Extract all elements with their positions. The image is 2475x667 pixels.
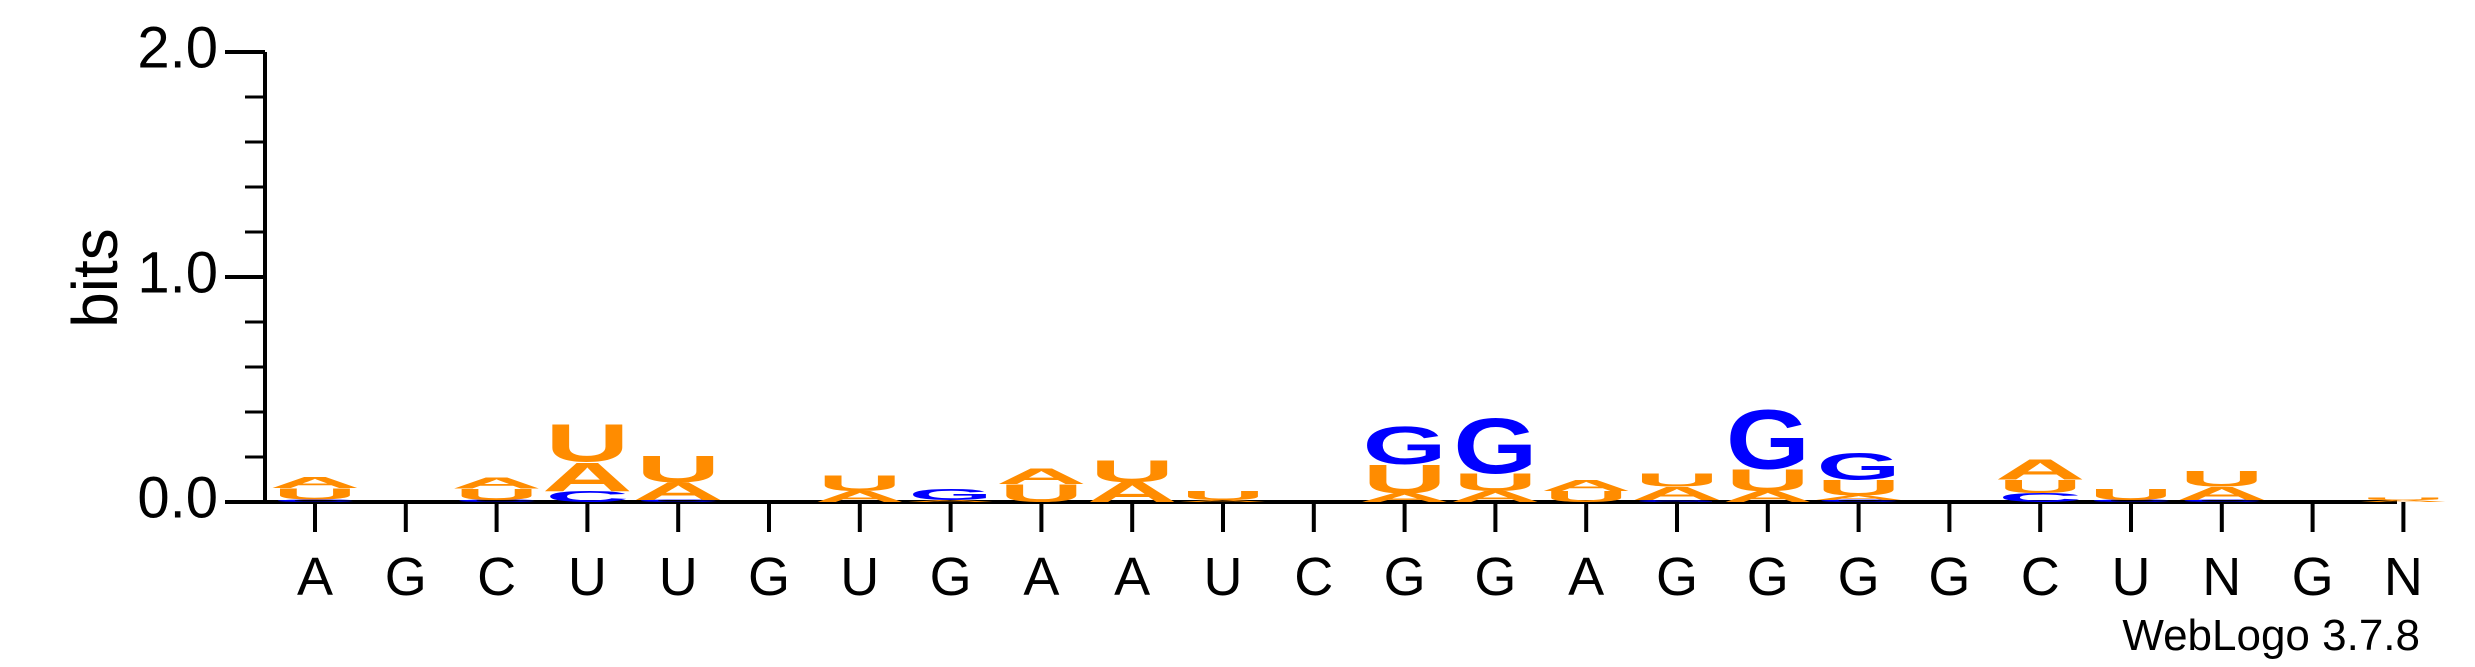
x-tick-label: G (2292, 547, 2334, 607)
x-tick-label: G (1474, 547, 1516, 607)
logo-letter-C: C (455, 499, 539, 502)
y-tick-label: 1.0 (137, 240, 218, 305)
x-tick-label: A (1023, 547, 1059, 607)
logo-letter-U: U (1363, 456, 1447, 501)
x-tick-label: U (1204, 547, 1243, 607)
x-tick-label: N (2384, 547, 2423, 607)
x-tick-label: N (2202, 547, 2241, 607)
logo-letter-A: A (1722, 488, 1813, 506)
logo-letter-A: A (996, 464, 1087, 489)
y-axis-label: bits (59, 228, 131, 328)
logo-letter-C: C (1817, 499, 1901, 502)
logo-letter-U: U (1090, 454, 1174, 489)
logo-letter-A: A (1813, 494, 1904, 501)
logo-letter-U: U (2361, 497, 2445, 500)
logo-letter-C: C (2180, 499, 2264, 502)
logo-letter-A: A (1541, 477, 1632, 495)
logo-letter-U: U (1998, 476, 2082, 497)
logo-letter-C: C (2089, 499, 2173, 502)
logo-letter-U: U (2089, 486, 2173, 504)
logo-letter-A: A (2176, 483, 2267, 504)
logo-letter-G: G (1635, 499, 1719, 502)
logo-letter-G: G (1363, 416, 1447, 476)
x-tick-label: U (568, 547, 607, 607)
logo-letter-A: A (1087, 477, 1178, 509)
x-tick-label: G (748, 547, 790, 607)
logo-letter-U: U (545, 414, 629, 474)
logo-letter-A: A (1450, 488, 1541, 506)
logo-letter-U: U (636, 448, 720, 490)
logo-letter-U: U (1817, 475, 1901, 500)
y-tick-labels: 0.0 1.0 2.0 (137, 15, 218, 530)
logo-letter-A: A (905, 499, 996, 503)
x-tick-label: C (1294, 547, 1333, 607)
logo-letter-G: G (1453, 403, 1537, 490)
logo-letter-U: U (1181, 488, 1265, 502)
x-tick-label: A (1114, 547, 1150, 607)
y-tick-label: 2.0 (137, 15, 218, 80)
weblogo-credit: WebLogo 3.7.8 (2122, 611, 2420, 660)
logo-letter-U: U (1635, 469, 1719, 490)
logo-letter-A: A (2358, 499, 2449, 503)
logo-letter-A: A (814, 488, 905, 506)
y-tick-label: 0.0 (137, 465, 218, 530)
logo-letter-A: A (270, 474, 361, 492)
y-ticks (225, 50, 265, 504)
logo-letter-G: G (909, 486, 993, 504)
logo-letter-U: U (455, 486, 539, 504)
x-tick-label: G (1928, 547, 1970, 607)
x-tick-label: G (930, 547, 972, 607)
x-tick-label: A (297, 547, 333, 607)
logo-letter-U: U (999, 479, 1083, 507)
x-tick-label: U (659, 547, 698, 607)
logo-letter-A: A (1995, 454, 2086, 486)
logo-letter-A: A (633, 477, 724, 505)
logo-letter-A: A (1632, 483, 1723, 504)
logo-letter-U: U (2180, 466, 2264, 491)
logo-letter-A: A (542, 454, 633, 500)
logo-letter-U: U (1726, 463, 1810, 498)
logo-letter-G: G (1817, 446, 1901, 488)
x-tick-label: G (1838, 547, 1880, 607)
x-tick-label: G (385, 547, 427, 607)
logo-letter-U: U (818, 471, 902, 496)
x-tick-label: G (1384, 547, 1426, 607)
logo-letter-G: G (1726, 391, 1810, 486)
logo-letter-U: U (1453, 468, 1537, 496)
x-tick-label: A (1568, 547, 1604, 607)
x-ticks (313, 502, 2406, 532)
x-tick-label: G (1656, 547, 1698, 607)
x-tick-label: C (477, 547, 516, 607)
x-tick-label: U (2112, 547, 2151, 607)
logo-letter-U: U (1544, 488, 1628, 506)
logo-letter-A: A (1178, 499, 1269, 503)
logo-letter-U: U (273, 485, 357, 503)
logo-letter-C: C (273, 499, 357, 503)
x-tick-label: G (1747, 547, 1789, 607)
logo-letter-C: C (636, 499, 720, 502)
logo-letter-C: C (545, 488, 629, 506)
x-tick-label: U (840, 547, 879, 607)
logo-letter-C: C (1998, 491, 2082, 505)
logo-letter-A: A (451, 474, 542, 492)
x-tick-label: C (2021, 547, 2060, 607)
logo-letter-A: A (1359, 491, 1450, 505)
